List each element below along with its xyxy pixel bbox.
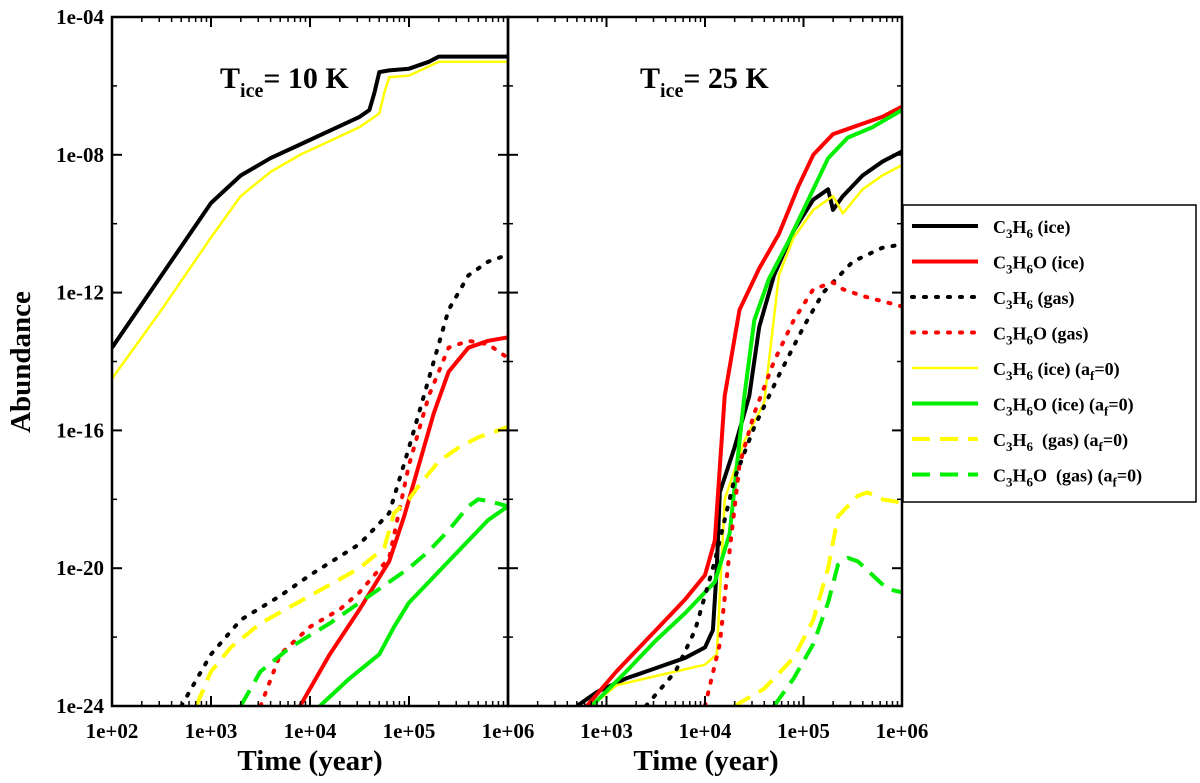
y-axis-ticks: 1e-04 1e-08 1e-12 1e-16 1e-20 1e-24 bbox=[56, 5, 104, 718]
panel-left: 1e+02 1e+03 1e+04 1e+05 1e+06 Tice= 10 K Tim… bbox=[86, 15, 535, 777]
panel-left-title: Tice= 10 K bbox=[220, 62, 349, 102]
legend-box bbox=[902, 204, 1197, 503]
x-tick-label: 1e+05 bbox=[383, 719, 436, 743]
panel-left-x-axis-title: Time (year) bbox=[237, 745, 382, 777]
series-line-c3h6o_ice bbox=[585, 104, 902, 706]
y-tick-label: 1e-20 bbox=[56, 556, 104, 580]
y-axis-title: Abundance bbox=[5, 291, 37, 433]
y-tick-label: 1e-04 bbox=[56, 5, 104, 29]
y-tick-label: 1e-08 bbox=[56, 143, 104, 167]
series-line-c3h6o_gas bbox=[258, 338, 508, 706]
series-line-c3h6_ice bbox=[575, 149, 902, 706]
x-tick-label: 1e+06 bbox=[876, 719, 929, 743]
series-line-c3h6o_gas_af0 bbox=[772, 555, 902, 706]
legend-label-c3h6_ice: C3H6 (ice) bbox=[993, 217, 1070, 241]
legend-label-c3h6o_gas_af0: C3H6O (gas) (af=0) bbox=[993, 466, 1142, 490]
y-tick-label: 1e-24 bbox=[56, 694, 104, 718]
panel-right: 1e+03 1e+04 1e+05 1e+06 Tice= 25 K Time (ye… bbox=[506, 15, 929, 777]
series-line-c3h6_ice bbox=[112, 54, 508, 349]
legend-label-c3h6_ice_af0: C3H6 (ice) (af=0) bbox=[993, 359, 1120, 383]
legend-label-c3h6_gas: C3H6 (gas) bbox=[993, 288, 1075, 312]
series-line-c3h6o_gas bbox=[703, 280, 902, 706]
panel-right-x-axis-title: Time (year) bbox=[633, 745, 778, 777]
series-line-c3h6o_ice bbox=[298, 335, 508, 706]
x-tick-label: 1e+04 bbox=[679, 719, 732, 743]
panel-right-ticks: 1e+03 1e+04 1e+05 1e+06 bbox=[508, 16, 929, 743]
series-line-c3h6_gas bbox=[179, 252, 508, 706]
x-tick-label: 1e+02 bbox=[86, 719, 139, 743]
x-tick-label: 1e+04 bbox=[284, 719, 337, 743]
legend-label-c3h6o_ice: C3H6O (ice) bbox=[993, 253, 1084, 277]
y-tick-label: 1e-12 bbox=[56, 281, 104, 305]
series-line-c3h6_gas_af0 bbox=[733, 490, 902, 706]
y-tick-label: 1e-16 bbox=[56, 418, 104, 442]
panel-right-title: Tice= 25 K bbox=[640, 62, 769, 102]
panel-right-series bbox=[575, 104, 902, 706]
panel-left-series bbox=[112, 54, 508, 706]
legend-label-c3h6o_gas: C3H6O (gas) bbox=[993, 324, 1089, 348]
series-line-c3h6_ice_af0 bbox=[590, 163, 902, 706]
series-line-c3h6o_ice_af0 bbox=[590, 108, 902, 706]
x-tick-label: 1e+03 bbox=[185, 719, 238, 743]
legend-label-c3h6_gas_af0: C3H6 (gas) (af=0) bbox=[993, 430, 1128, 454]
legend-label-c3h6o_ice_af0: C3H6O (ice) (af=0) bbox=[993, 395, 1134, 419]
x-tick-label: 1e+03 bbox=[580, 719, 633, 743]
x-tick-label: 1e+05 bbox=[777, 719, 830, 743]
legend: C3H6 (ice) C3H6O (ice) C3H6 (gas) C3H6O (ga… bbox=[902, 204, 1197, 503]
panel-left-frame bbox=[110, 15, 510, 708]
series-line-c3h6_gas bbox=[643, 242, 902, 706]
x-tick-label: 1e+06 bbox=[482, 719, 535, 743]
series-line-c3h6o_gas_af0 bbox=[238, 497, 508, 706]
series-line-c3h6_gas_af0 bbox=[194, 425, 508, 706]
series-line-c3h6_ice_af0 bbox=[112, 60, 508, 380]
series-line-c3h6o_ice_af0 bbox=[318, 504, 508, 706]
